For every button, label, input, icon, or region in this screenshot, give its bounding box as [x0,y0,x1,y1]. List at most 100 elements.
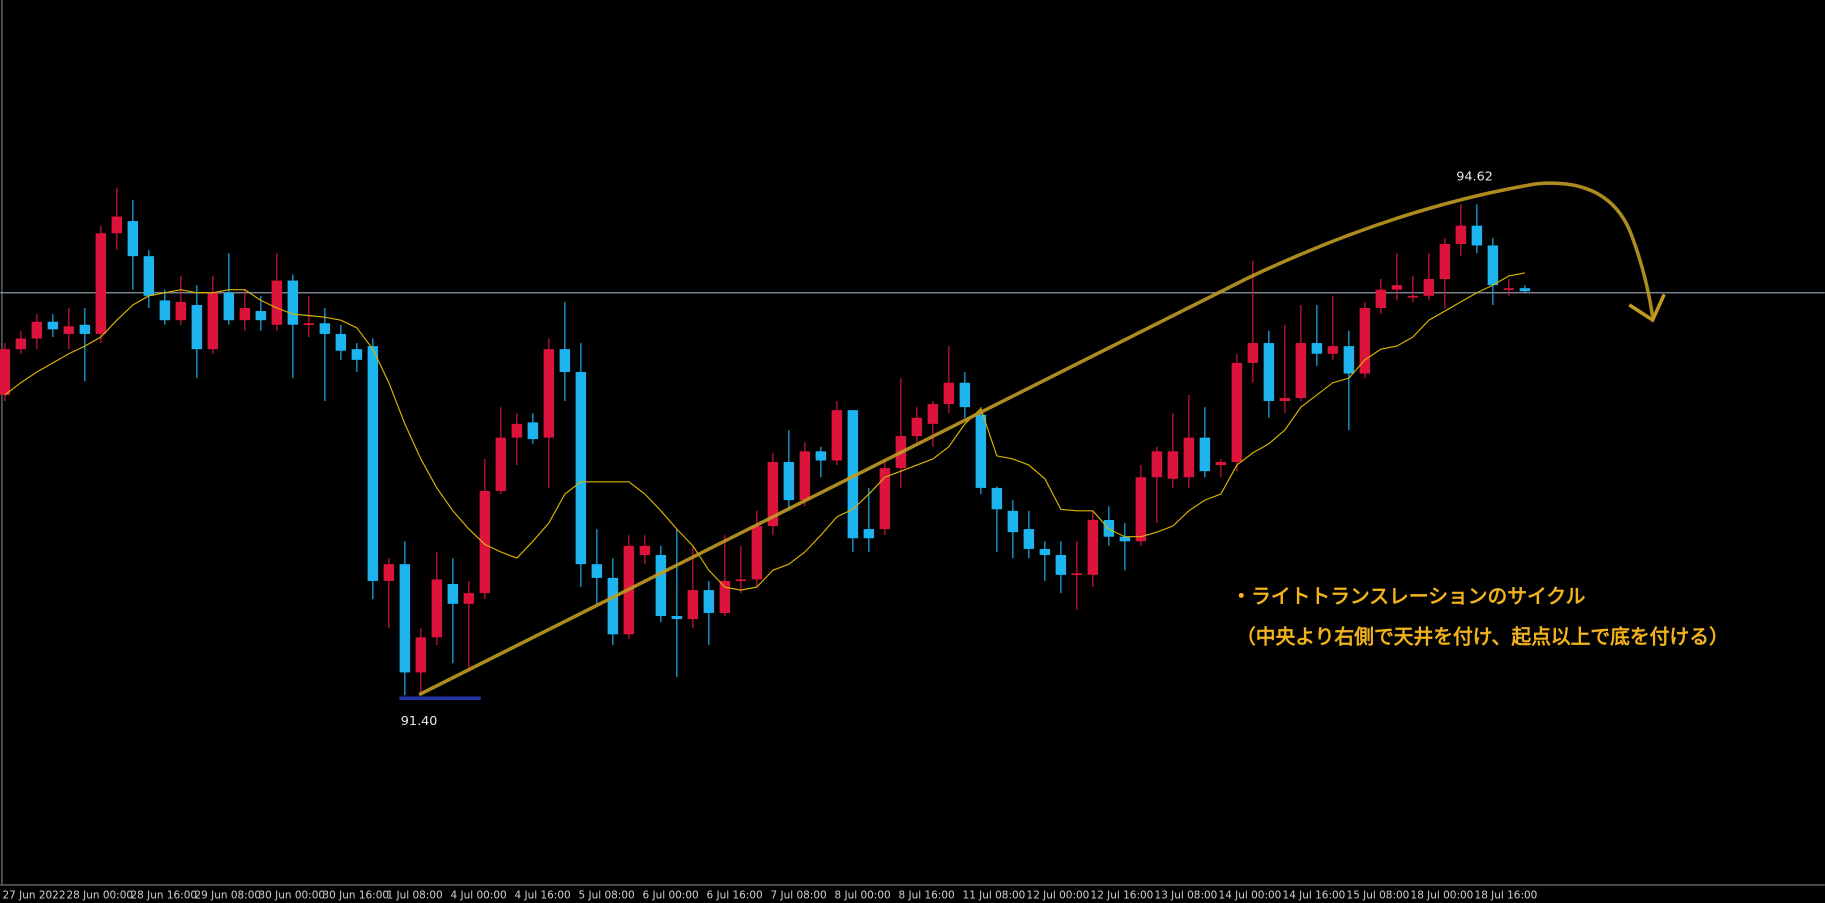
candle-body [1407,295,1419,298]
candle-body [415,637,427,673]
candle-body [463,593,475,604]
arrow-head [1628,293,1666,323]
candle-body [431,579,443,638]
candle-body [223,292,235,321]
candle-body [719,580,731,613]
candle-body [1263,343,1275,402]
candle-body [255,311,267,321]
candle-body [1423,279,1435,296]
x-tick-label: 30 Jun 16:00 [323,889,390,901]
candle-body [1135,477,1147,542]
candle-body [1311,343,1323,354]
candle-body [1343,346,1355,374]
x-tick-label: 7 Jul 08:00 [771,889,827,901]
candle-body [879,468,891,530]
annotation: ・ライトトランスレーションのサイクル [1231,585,1585,608]
candle-body [111,216,123,234]
plot [0,187,1825,696]
x-tick-label: 27 Jun 2022 [3,889,66,901]
candle-body [831,410,843,461]
candle-body [687,590,699,620]
candle-body [543,349,555,438]
candle-body [287,280,299,325]
candle-body [1375,289,1387,309]
candle-body [207,292,219,350]
candle-body [783,462,795,501]
candle-body [911,417,923,437]
x-tick-label: 30 Jun 00:00 [259,889,326,901]
candle-body [1503,288,1515,290]
x-tick-label: 28 Jun 00:00 [67,889,134,901]
candle-body [319,323,331,334]
candle-body [1167,451,1179,479]
x-tick-label: 14 Jul 16:00 [1283,889,1346,901]
moving-average [4,272,1525,591]
candle-body [1119,536,1131,542]
candle-body [95,233,107,334]
candle-body [383,564,395,581]
candle-body [1279,397,1291,402]
x-tick-label: 13 Jul 08:00 [1155,889,1218,901]
x-tick-label: 12 Jul 16:00 [1091,889,1154,901]
candle-body [527,422,539,440]
trend-curve [418,181,1655,697]
candle-body [1295,343,1307,398]
candle-body [447,583,459,604]
candle-body [799,451,811,501]
candle-body [607,577,619,635]
candle-body [303,323,315,326]
candle-body [1055,555,1067,575]
x-tick-label: 8 Jul 16:00 [899,889,955,901]
candle-body [991,487,1003,510]
candle-body [735,579,747,582]
candle-body [351,349,363,360]
candle-body [1071,573,1083,576]
candle-body [847,410,859,539]
candle-body [335,333,347,351]
candle-body [815,451,827,461]
candle-body [639,545,651,556]
x-tick-label: 18 Jul 00:00 [1411,889,1474,901]
candle-body [1359,308,1371,374]
x-tick-label: 15 Jul 08:00 [1347,889,1410,901]
candle-body [591,564,603,578]
candle-body [31,321,43,339]
candle-body [703,590,715,613]
candle-body [1247,343,1259,363]
x-tick-label: 4 Jul 16:00 [515,889,571,901]
candle-body [79,324,91,334]
candle-body [863,529,875,539]
x-tick-label: 1 Jul 08:00 [387,889,443,901]
candle-body [63,326,75,334]
candle-body [127,221,139,257]
low-label: 91.40 [401,714,438,729]
candle-body [191,304,203,350]
annotation: （中央より右側で天井を付け、起点以上で底を付ける） [1236,626,1729,649]
candle-body [0,349,11,395]
candle-body [495,437,507,491]
candle-body [1023,529,1035,549]
candle-body [559,349,571,373]
candle-body [1327,346,1339,354]
candle-body [1151,451,1163,478]
candle-body [1471,225,1483,246]
candle-body [47,321,59,330]
candle-body [1439,243,1451,280]
candle-body [399,564,411,673]
candle-body [943,382,955,405]
x-tick-label: 14 Jul 00:00 [1219,889,1282,901]
candle-body [1519,288,1531,292]
candle-body [1039,548,1051,556]
candle-body [239,308,251,321]
x-tick-label: 6 Jul 16:00 [707,889,763,901]
candle-body [655,555,667,617]
x-tick-label: 18 Jul 16:00 [1475,889,1538,901]
candle-body [975,414,987,488]
candle-body [479,490,491,594]
candle-body [671,616,683,620]
x-tick-label: 29 Jun 08:00 [195,889,262,901]
high-label: 94.62 [1456,169,1493,184]
candle-body [1215,462,1227,466]
